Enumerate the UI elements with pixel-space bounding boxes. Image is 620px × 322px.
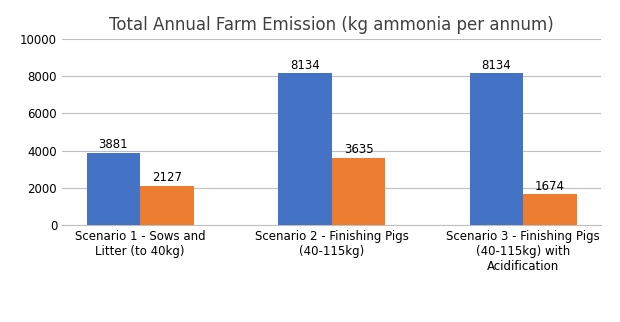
Text: 3881: 3881 bbox=[99, 138, 128, 151]
Bar bbox=[140, 186, 194, 225]
Text: 1674: 1674 bbox=[535, 180, 565, 193]
Text: 8134: 8134 bbox=[290, 59, 320, 72]
Bar bbox=[523, 194, 577, 225]
Bar bbox=[278, 73, 332, 225]
Title: Total Annual Farm Emission (kg ammonia per annum): Total Annual Farm Emission (kg ammonia p… bbox=[109, 16, 554, 34]
Text: 8134: 8134 bbox=[482, 59, 511, 72]
Bar bbox=[87, 153, 140, 225]
Text: 2127: 2127 bbox=[152, 171, 182, 184]
Text: 3635: 3635 bbox=[343, 143, 373, 156]
Bar bbox=[469, 73, 523, 225]
Bar bbox=[332, 157, 386, 225]
